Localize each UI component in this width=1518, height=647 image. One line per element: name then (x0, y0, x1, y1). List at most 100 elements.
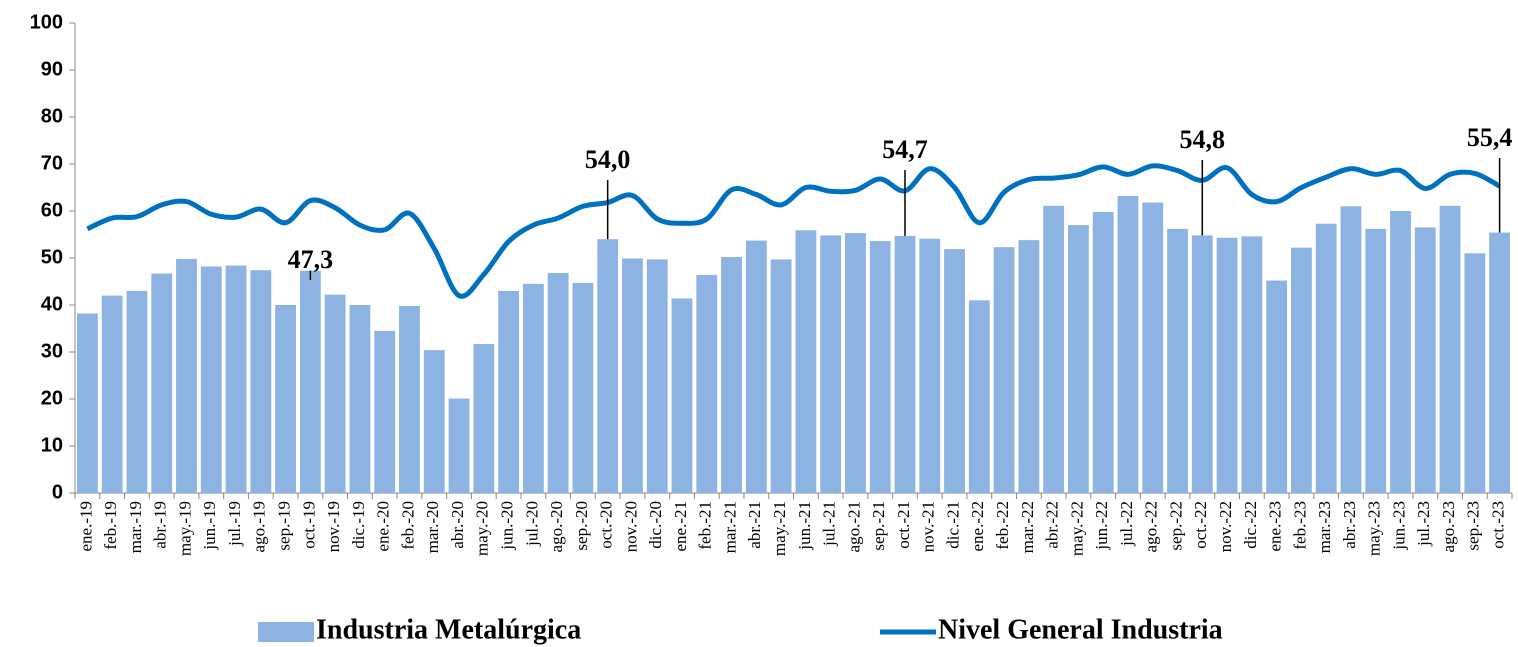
legend-label: Nivel General Industria (938, 614, 1223, 645)
data-label: 54,7 (882, 135, 928, 164)
x-tick-label: mar.-21 (720, 501, 739, 553)
x-tick-label: sep.-22 (1166, 501, 1185, 551)
bar (770, 259, 792, 493)
bar (126, 290, 148, 493)
x-tick-label: mar.-22 (1018, 501, 1037, 553)
bar (1241, 236, 1263, 493)
bar (597, 239, 619, 493)
bar (993, 247, 1015, 493)
x-tick-label: nov.-20 (621, 501, 640, 552)
x-tick-label: may.-19 (175, 501, 194, 556)
bar (1266, 280, 1288, 493)
x-tick-label: sep.-23 (1464, 501, 1483, 551)
x-tick-label: ago.-23 (1439, 501, 1458, 552)
bar (399, 305, 420, 493)
bar (498, 290, 519, 493)
bar (547, 273, 569, 493)
y-tick-label: 50 (41, 246, 63, 268)
x-tick-label: oct.-20 (597, 501, 616, 549)
bar (745, 240, 767, 493)
bar (151, 273, 173, 493)
x-tick-label: dic.-19 (349, 501, 368, 549)
x-tick-label: ene.-21 (671, 501, 690, 552)
y-tick-label: 70 (41, 152, 63, 174)
x-tick-label: jun.-23 (1389, 501, 1408, 551)
x-tick-label: ago.-21 (844, 501, 863, 552)
bar (374, 330, 396, 493)
bar (869, 241, 891, 493)
bar (324, 294, 346, 493)
data-label: 55,4 (1467, 123, 1513, 152)
bar (696, 274, 718, 493)
x-tick-label: feb.-23 (1290, 501, 1309, 550)
bar (894, 235, 916, 493)
bar (919, 238, 941, 493)
y-tick-label: 80 (41, 105, 63, 127)
x-tick-label: may.-21 (770, 501, 789, 556)
bar (1489, 232, 1511, 493)
x-tick-label: jul.-22 (1117, 501, 1136, 547)
x-tick-label: dic.-20 (646, 501, 665, 549)
bar (671, 298, 693, 493)
legend-swatch (258, 622, 314, 642)
bar (250, 270, 272, 493)
x-tick-label: ago.-20 (547, 501, 566, 552)
x-tick-label: oct.-22 (1191, 501, 1210, 549)
bar (349, 305, 371, 493)
y-tick-label: 10 (41, 434, 63, 456)
x-tick-label: ene.-20 (374, 501, 393, 552)
x-tick-label: ene.-19 (76, 501, 95, 552)
bar (1216, 237, 1238, 493)
bar (1018, 240, 1040, 493)
x-tick-label: oct.-23 (1489, 501, 1508, 549)
bar (275, 305, 297, 493)
x-tick-label: sep.-19 (275, 501, 294, 551)
bar (225, 265, 247, 493)
x-tick-label: nov.-19 (324, 501, 343, 552)
x-tick-label: jun.-22 (1092, 501, 1111, 551)
x-tick-label: jul.-20 (522, 501, 541, 547)
bar (1191, 235, 1213, 493)
x-tick-label: jul.-21 (820, 501, 839, 547)
bar (76, 313, 98, 493)
bar (1142, 202, 1164, 494)
x-tick-label: mar.-19 (126, 501, 145, 553)
x-tick-label: ene.-22 (968, 501, 987, 552)
x-tick-label: nov.-22 (1216, 501, 1235, 552)
x-tick-label: ene.-23 (1266, 501, 1285, 552)
bar (820, 235, 842, 493)
x-tick-label: abr.-23 (1340, 501, 1359, 549)
x-tick-label: abr.-22 (1043, 501, 1062, 549)
x-tick-label: may.-22 (1067, 501, 1086, 556)
bar (795, 230, 817, 493)
x-tick-label: abr.-20 (448, 501, 467, 549)
x-tick-label: feb.-20 (398, 501, 417, 550)
x-tick-label: feb.-19 (101, 501, 120, 550)
bar (944, 249, 965, 493)
bar (572, 282, 594, 493)
bar (646, 259, 668, 493)
y-tick-label: 90 (41, 58, 63, 80)
x-tick-label: jun.-21 (795, 501, 814, 551)
bar (1068, 225, 1089, 493)
bar (522, 283, 544, 493)
x-tick-label: mar.-23 (1315, 501, 1334, 553)
x-tick-label: may.-20 (473, 501, 492, 556)
bar (1439, 205, 1461, 493)
line (86, 163, 1501, 299)
bar (1340, 206, 1362, 494)
y-tick-label: 0 (52, 481, 63, 503)
x-tick-label: oct.-21 (894, 501, 913, 549)
bar (1167, 228, 1188, 494)
bar (1117, 195, 1139, 493)
bar (968, 300, 990, 493)
x-tick-label: jul.-19 (225, 501, 244, 547)
x-tick-label: dic.-21 (943, 501, 962, 549)
y-tick-label: 30 (41, 340, 63, 362)
bar (299, 270, 321, 493)
bar (1043, 205, 1065, 493)
x-tick-label: abr.-19 (151, 501, 170, 549)
bar (1390, 211, 1411, 493)
bar (1315, 223, 1337, 493)
